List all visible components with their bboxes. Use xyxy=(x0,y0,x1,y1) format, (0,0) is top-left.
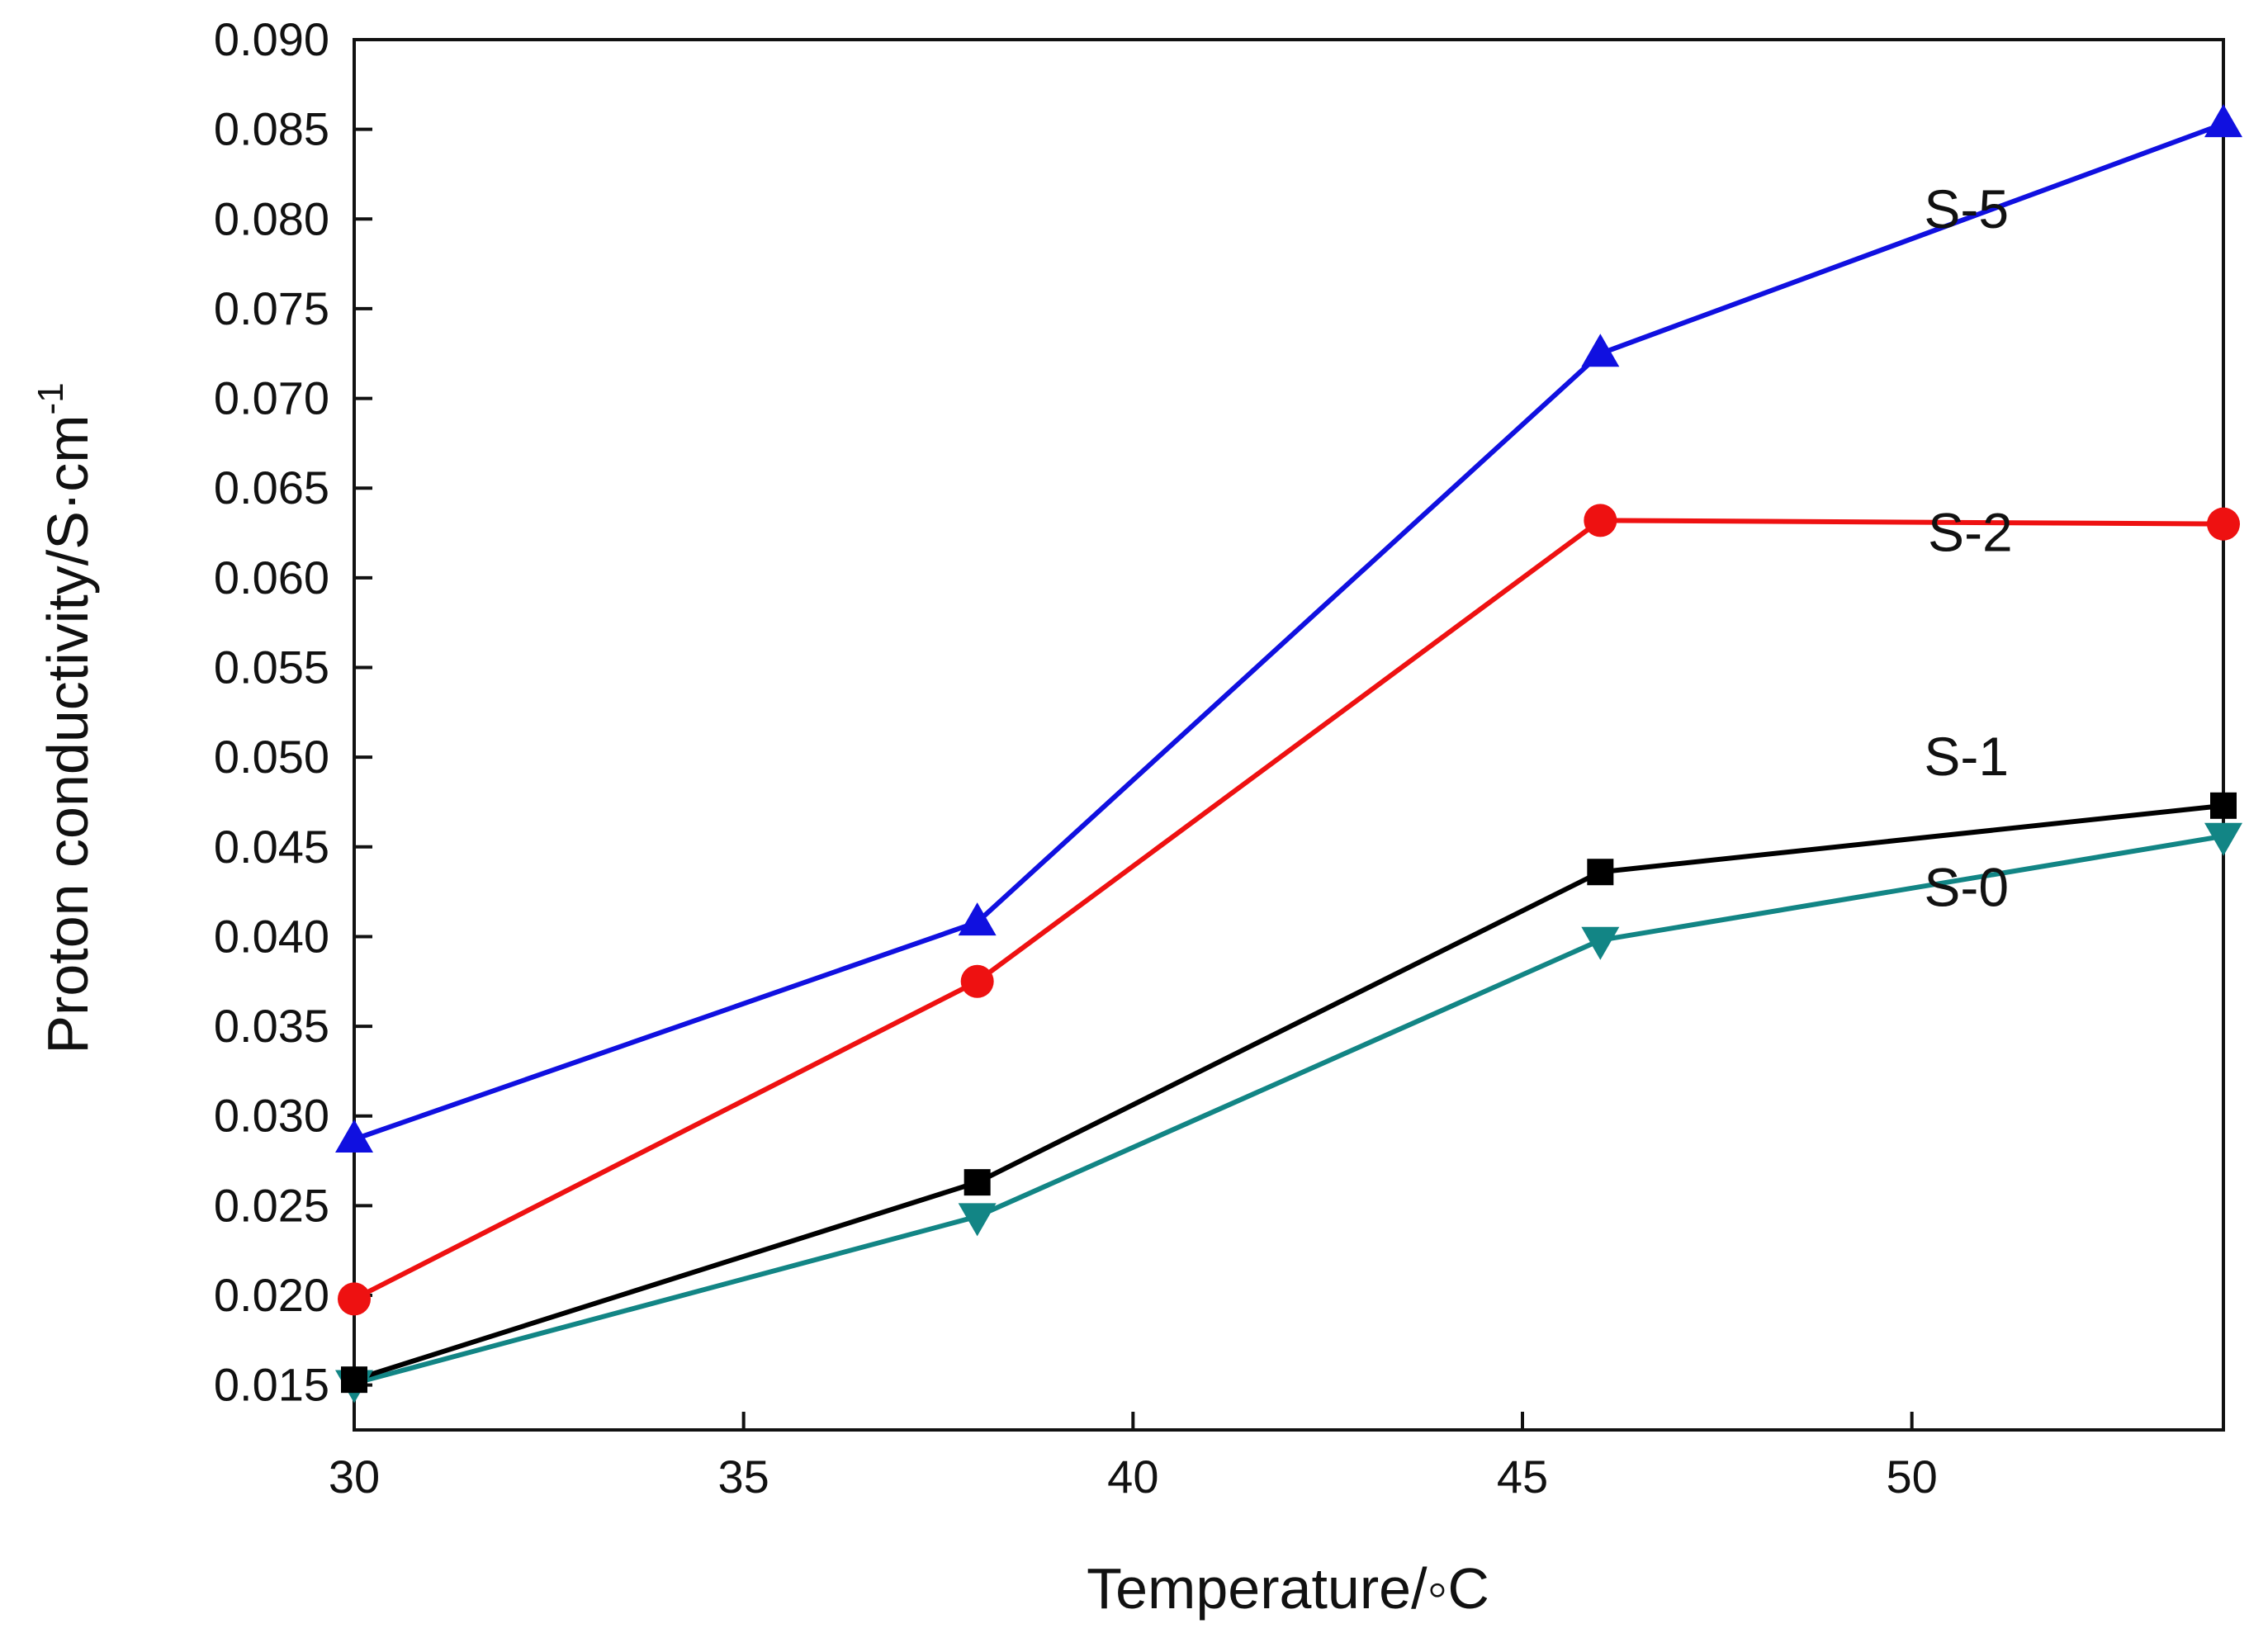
x-tick-label: 35 xyxy=(718,1451,769,1503)
y-axis-title: Proton conductivity/S·cm-1 xyxy=(31,382,100,1053)
y-tick-label: 0.025 xyxy=(214,1179,329,1231)
data-point-s-2 xyxy=(1584,504,1617,537)
y-tick-label: 0.060 xyxy=(214,551,329,604)
data-point-s-5 xyxy=(1581,334,1620,367)
plot-frame xyxy=(353,38,2225,1432)
data-point-s-0 xyxy=(2204,822,2242,856)
y-tick-label: 0.015 xyxy=(214,1359,329,1411)
x-tick-label: 45 xyxy=(1497,1451,1548,1503)
series-label-s-5: S-5 xyxy=(1924,178,2009,239)
series-label-s-2: S-2 xyxy=(1928,501,2013,562)
x-tick-label: 40 xyxy=(1107,1451,1158,1503)
data-point-s-5 xyxy=(2204,104,2242,138)
y-axis-title-main: Proton conductivity/S·cm xyxy=(36,414,100,1053)
y-tick-label: 0.055 xyxy=(214,641,329,693)
x-tick-label: 30 xyxy=(329,1451,380,1503)
y-tick-label: 0.045 xyxy=(214,821,329,873)
data-point-s-2 xyxy=(960,964,994,998)
x-tick-label: 50 xyxy=(1887,1451,1938,1503)
data-point-s-1 xyxy=(2210,792,2237,819)
y-tick-label: 0.085 xyxy=(214,103,329,155)
data-point-s-0 xyxy=(1581,926,1620,960)
data-point-s-2 xyxy=(2207,507,2240,541)
y-tick-label: 0.035 xyxy=(214,1000,329,1052)
data-point-s-1 xyxy=(1587,859,1614,886)
y-tick-label: 0.075 xyxy=(214,282,329,334)
y-tick-label: 0.070 xyxy=(214,372,329,424)
data-point-s-0 xyxy=(958,1203,997,1237)
y-tick-label: 0.090 xyxy=(214,13,329,65)
series-line-s-5 xyxy=(353,121,2225,1142)
axes-layer: 30 35 40 45 50 0.015 0.020 0.025 0.030 0.035 0.040… xyxy=(214,13,2225,1503)
series-label-s-1: S-1 xyxy=(1924,726,2009,787)
x-axis-title: Temperature/◦C xyxy=(1087,1556,1489,1621)
y-tick-label: 0.050 xyxy=(214,731,329,783)
y-tick-label: 0.065 xyxy=(214,462,329,514)
series-label-s-0: S-0 xyxy=(1924,857,2009,918)
data-point-s-2 xyxy=(338,1282,371,1316)
data-point-s-5 xyxy=(958,902,997,936)
y-tick-label: 0.080 xyxy=(214,192,329,244)
series-line-s-0 xyxy=(353,833,2224,1386)
series-labels-layer: S-0 S-1 S-2 S-5 xyxy=(1924,178,2012,917)
series-lines-layer xyxy=(353,121,2225,1386)
data-point-s-1 xyxy=(341,1366,367,1394)
data-point-s-5 xyxy=(335,1119,373,1153)
y-tick-label: 0.020 xyxy=(214,1269,329,1321)
y-tick-label: 0.030 xyxy=(214,1090,329,1142)
y-axis-title-superscript: -1 xyxy=(31,382,71,414)
series-markers-layer xyxy=(335,104,2242,1403)
series-line-s-2 xyxy=(353,518,2224,1302)
series-line-s-1 xyxy=(353,802,2224,1383)
y-tick-label: 0.040 xyxy=(214,910,329,962)
data-point-s-1 xyxy=(964,1169,991,1196)
